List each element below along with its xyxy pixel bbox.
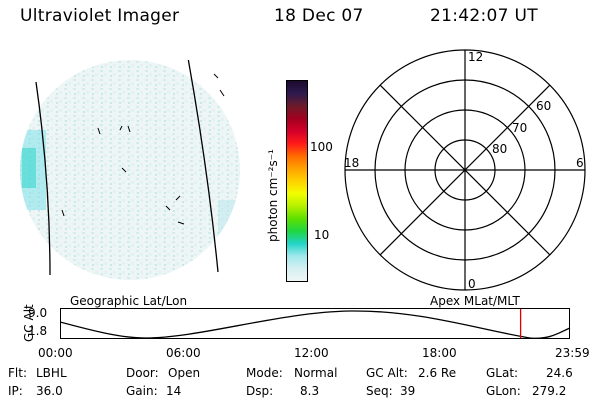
geographic-meridian-right xyxy=(187,60,219,273)
mlt-label-18: 18 xyxy=(344,156,359,170)
auroral-image xyxy=(20,60,240,280)
colorbar-unit-label: photon cm⁻²s⁻¹ xyxy=(266,149,280,242)
colorbar-tick-100: 100 xyxy=(310,140,333,154)
header-date: 18 Dec 07 xyxy=(274,6,364,26)
mode-label: Mode: xyxy=(246,366,283,380)
gc-alt-status-value: 2.6 Re xyxy=(418,366,457,380)
dsp-value: 8.3 xyxy=(300,384,320,398)
lat-label-60: 60 xyxy=(536,99,551,113)
header-time: 21:42:07 UT xyxy=(430,6,538,26)
glat-label: GLat: xyxy=(486,366,519,380)
right-edge-glow xyxy=(218,200,240,250)
left-edge-bright xyxy=(22,148,36,188)
mode-value: Normal xyxy=(294,366,338,380)
lat-label-70: 70 xyxy=(512,121,527,135)
time-tick-2359: 23:59 xyxy=(555,346,590,360)
gc-alt-tick-1.8: 1.8 xyxy=(28,324,48,338)
dsp-label: Dsp: xyxy=(246,384,274,398)
image-speckle-field xyxy=(20,60,240,280)
mlt-label-6: 6 xyxy=(576,156,584,170)
filter-value: LBHL xyxy=(36,366,67,380)
gc-alt-status-label: GC Alt: xyxy=(366,366,408,380)
door-value: Open xyxy=(168,366,201,380)
polar-mlt-plot: 12 18 6 0 60 70 80 xyxy=(344,49,586,291)
seq-value: 39 xyxy=(400,384,416,398)
apex-mlat-mlt-label: Apex MLat/MLT xyxy=(430,294,520,308)
colorbar-tick-10: 10 xyxy=(314,228,330,242)
filter-label: Flt: xyxy=(8,366,27,380)
instrument-title: Ultraviolet Imager xyxy=(20,6,180,26)
glon-value: 279.2 xyxy=(532,384,567,398)
ip-value: 36.0 xyxy=(36,384,63,398)
seq-label: Seq: xyxy=(366,384,393,398)
mlt-label-0: 0 xyxy=(468,277,476,291)
color-scale-gradient xyxy=(287,81,307,281)
mlt-label-12: 12 xyxy=(468,50,483,64)
time-tick-0000: 00:00 xyxy=(38,346,73,360)
star-marks xyxy=(61,73,225,225)
gain-value: 14 xyxy=(166,384,182,398)
geographic-latlon-label: Geographic Lat/Lon xyxy=(70,294,188,308)
orbit-altitude-curve xyxy=(60,310,571,339)
gc-alt-tick-9: 9.0 xyxy=(28,306,48,320)
color-scale-bar xyxy=(286,80,308,282)
lat-label-80: 80 xyxy=(492,142,507,156)
time-tick-0600: 06:00 xyxy=(166,346,201,360)
meridian-diag-b xyxy=(379,84,551,256)
altitude-timeline xyxy=(60,308,571,339)
geographic-meridian-left xyxy=(35,81,51,276)
gain-label: Gain: xyxy=(126,384,158,398)
time-tick-1200: 12:00 xyxy=(294,346,329,360)
glat-value: 24.6 xyxy=(546,366,573,380)
door-label: Door: xyxy=(126,366,159,380)
glon-label: GLon: xyxy=(486,384,521,398)
ip-label: IP: xyxy=(8,384,23,398)
time-tick-1800: 18:00 xyxy=(422,346,457,360)
